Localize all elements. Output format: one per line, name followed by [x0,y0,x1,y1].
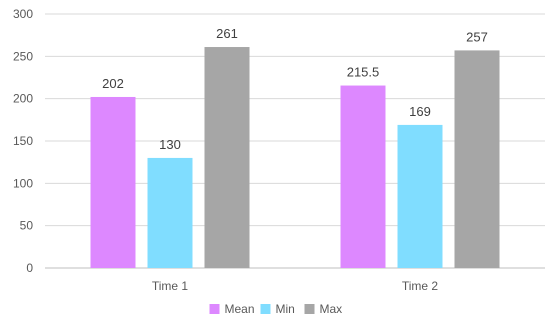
data-label: 261 [216,26,238,41]
data-label: 130 [159,137,181,152]
data-label: 169 [409,104,431,119]
bar-min-1 [147,157,193,268]
y-tick-label: 200 [13,92,33,106]
data-label: 257 [466,29,488,44]
legend-label: Mean [225,302,255,316]
data-label: 202 [102,76,124,91]
bar-mean-2 [340,85,386,268]
bar-series [90,47,500,269]
x-category-label: Time 2 [402,279,439,293]
y-tick-label: 50 [20,219,34,233]
y-tick-label: 0 [26,261,33,275]
x-category-label: Time 1 [152,279,189,293]
y-tick-label: 250 [13,49,33,63]
y-tick-label: 100 [13,176,33,190]
y-tick-label: 300 [13,7,33,21]
bar-max-2 [454,50,500,269]
legend-label: Min [276,302,295,316]
y-tick-label: 150 [13,134,33,148]
data-labels: 202 130 261 215.5 169 257 [102,26,488,152]
legend: Mean Min Max [209,302,343,316]
legend-swatch-max [304,304,315,314]
y-axis-ticks: 0 50 100 150 200 250 300 [13,7,33,275]
x-axis-categories: Time 1 Time 2 [152,279,439,293]
bar-max-1 [204,47,250,268]
legend-label: Max [320,302,343,316]
legend-swatch-min [260,304,271,314]
legend-swatch-mean [209,304,220,314]
data-label: 215.5 [347,65,380,80]
bar-min-2 [397,124,443,268]
bar-mean-1 [90,96,136,269]
